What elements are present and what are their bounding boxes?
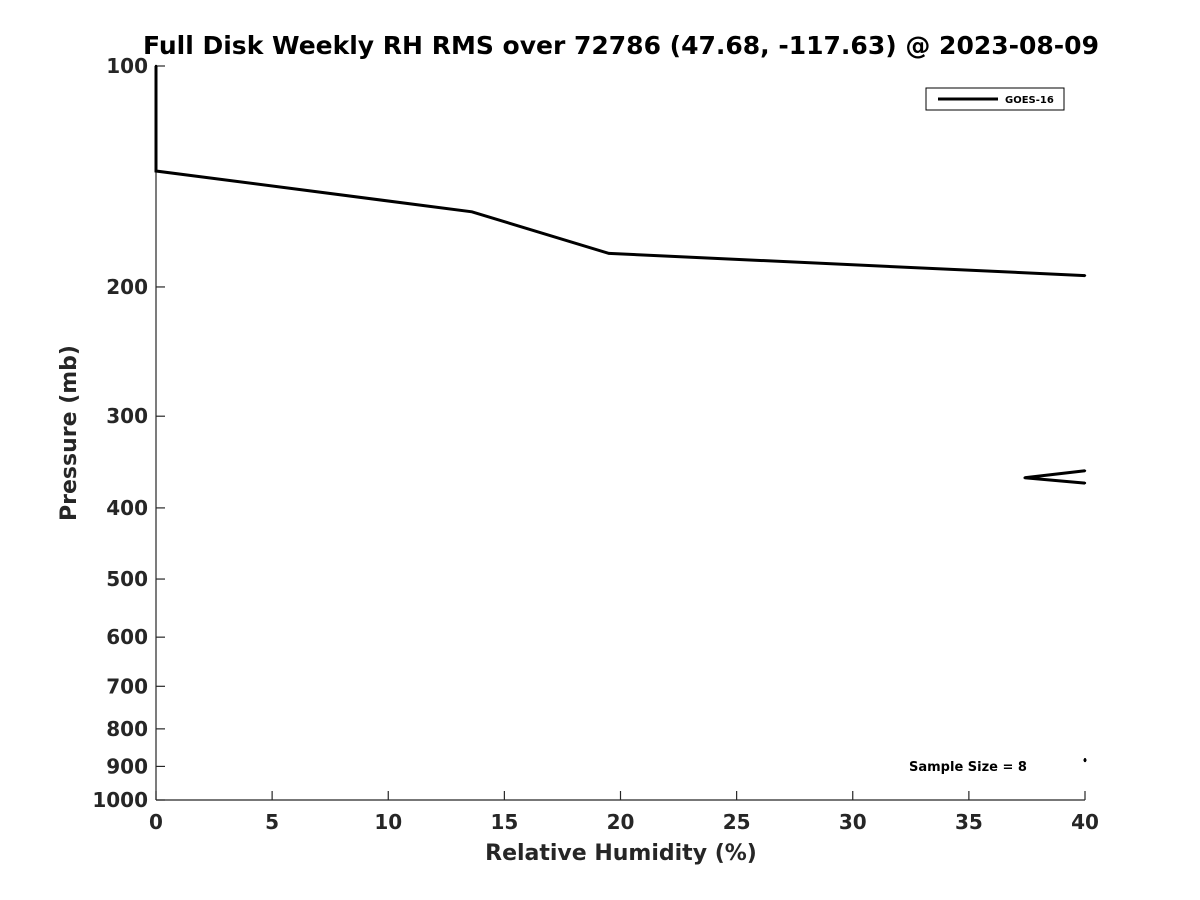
legend-label-goes-16: GOES-16 xyxy=(1005,95,1054,106)
x-axis: 0 5 10 15 20 25 30 35 40 xyxy=(149,791,1099,834)
y-axis-label: Pressure (mb) xyxy=(57,345,82,521)
x-tick-label: 5 xyxy=(265,810,279,834)
series-layer xyxy=(154,64,1087,763)
y-tick-label: 1000 xyxy=(92,788,148,812)
data-point xyxy=(470,210,474,214)
y-tick-label: 600 xyxy=(106,625,148,649)
chart-title: Full Disk Weekly RH RMS over 72786 (47.6… xyxy=(143,31,1099,60)
y-tick-label: 900 xyxy=(106,754,148,778)
x-tick-label: 20 xyxy=(607,810,635,834)
sample-size-annotation: Sample Size = 8 xyxy=(909,760,1027,775)
data-point xyxy=(607,252,611,255)
y-tick-label: 100 xyxy=(106,54,148,78)
data-point xyxy=(1083,469,1087,472)
x-tick-label: 30 xyxy=(839,810,867,834)
data-point xyxy=(154,64,158,68)
x-tick-label: 10 xyxy=(374,810,402,834)
data-point xyxy=(154,135,158,139)
y-axis: 100 200 300 400 500 600 700 800 900 1000 xyxy=(92,54,165,812)
data-point xyxy=(154,169,158,173)
series-line-goes-16 xyxy=(154,66,1086,278)
data-point xyxy=(1023,476,1026,480)
y-tick-label: 400 xyxy=(106,496,148,520)
x-tick-label: 40 xyxy=(1071,810,1099,834)
x-tick-label: 0 xyxy=(149,810,163,834)
x-tick-label: 25 xyxy=(723,810,751,834)
legend: GOES-16 xyxy=(925,87,1065,111)
data-point xyxy=(1083,274,1087,277)
x-tick-label: 15 xyxy=(490,810,518,834)
data-point xyxy=(1083,758,1087,761)
data-point xyxy=(1083,759,1087,763)
x-axis-label: Relative Humidity (%) xyxy=(485,841,757,866)
y-tick-label: 200 xyxy=(106,275,148,299)
x-tick-label: 35 xyxy=(955,810,983,834)
y-tick-label: 500 xyxy=(106,567,148,591)
y-tick-label: 800 xyxy=(106,717,148,741)
y-tick-label: 300 xyxy=(106,404,148,428)
data-point xyxy=(1083,481,1087,485)
y-tick-label: 700 xyxy=(106,674,148,698)
